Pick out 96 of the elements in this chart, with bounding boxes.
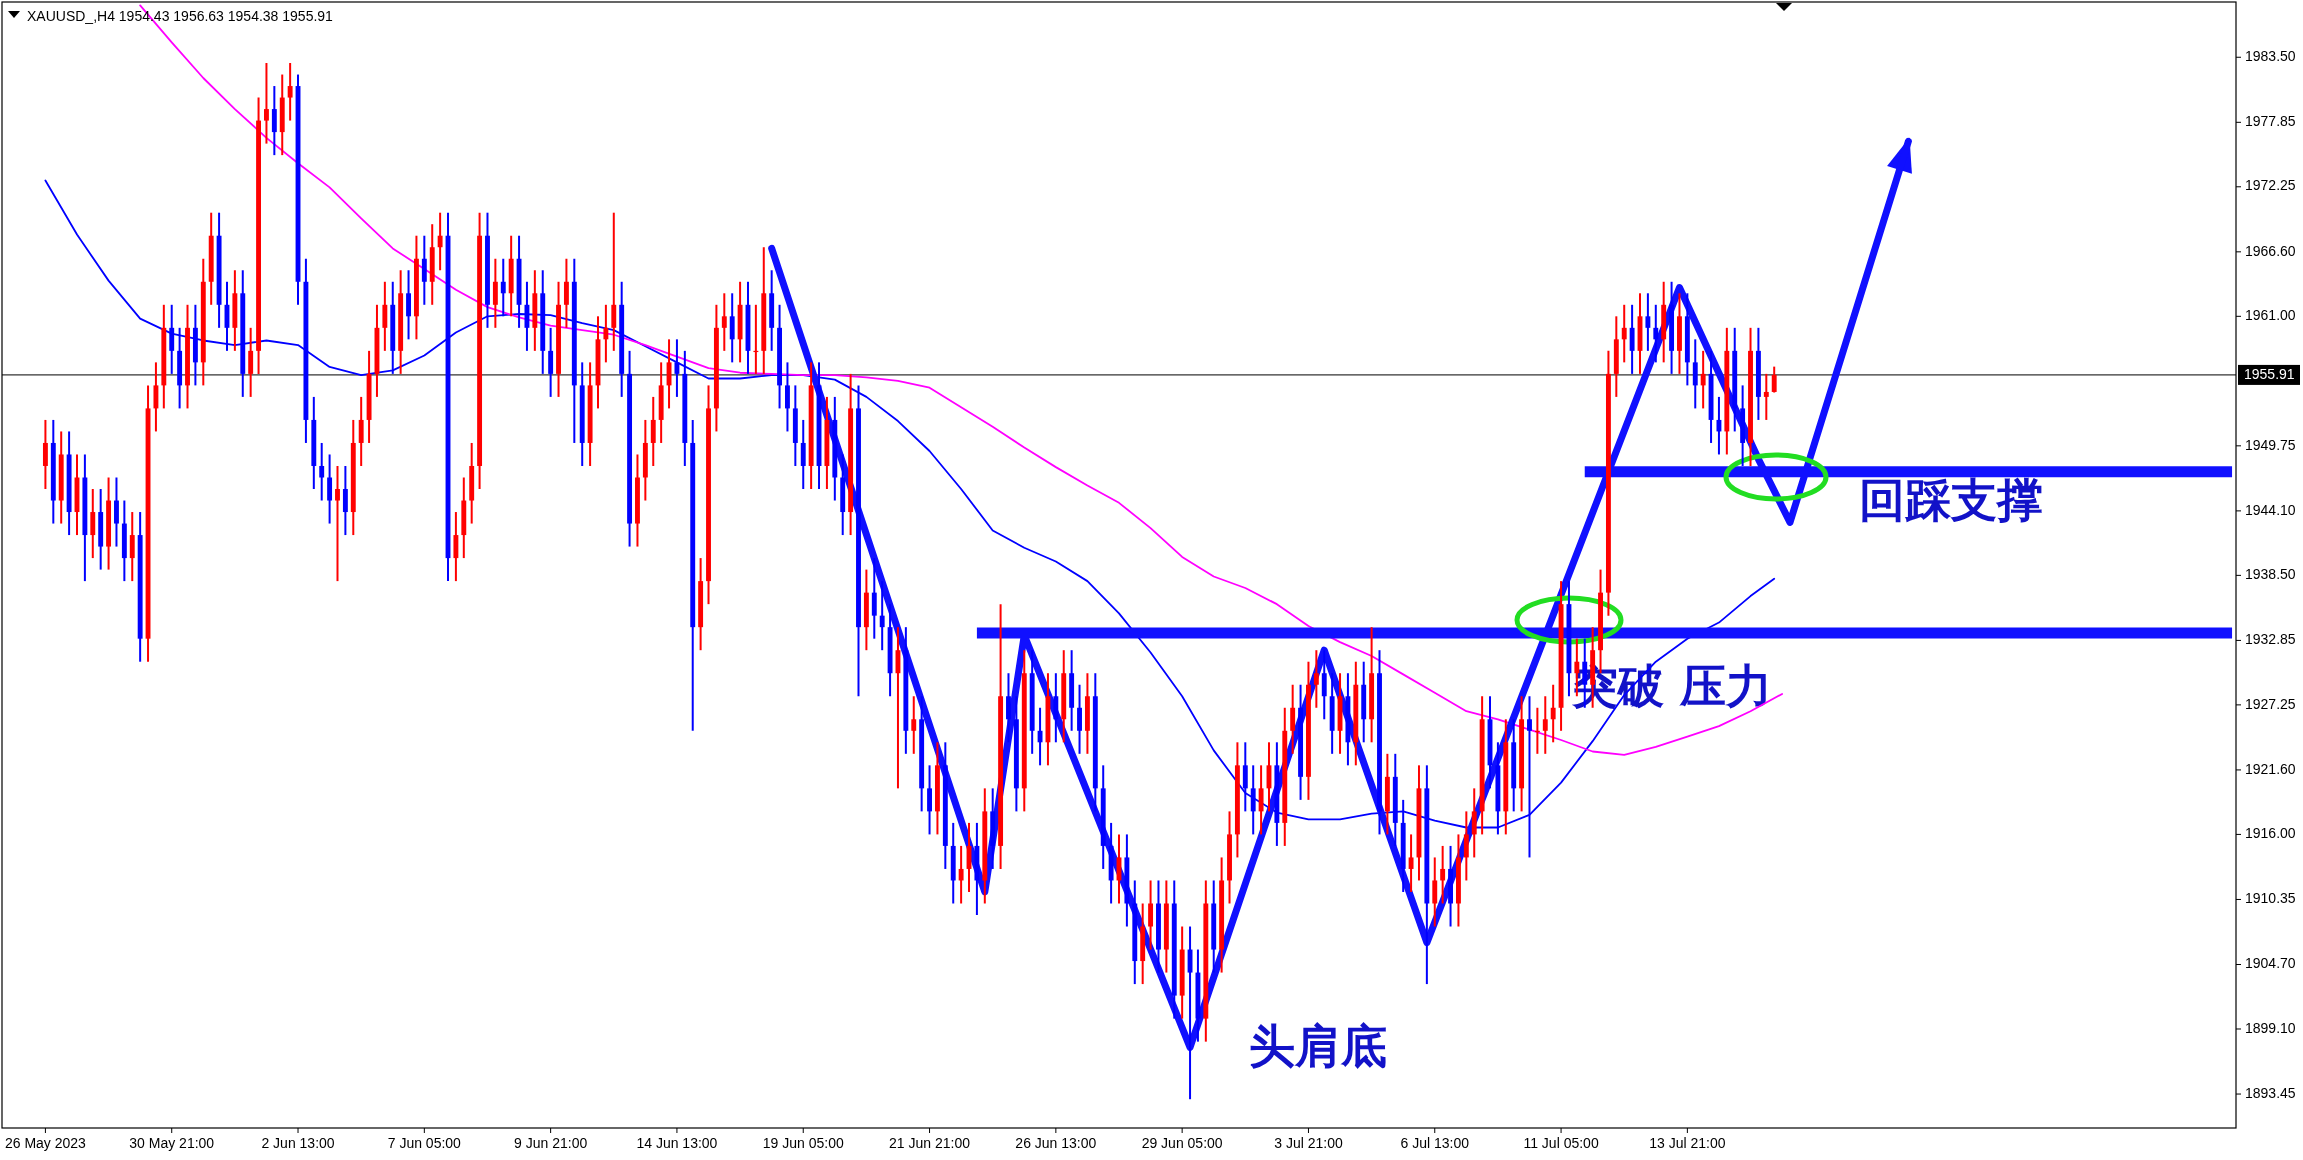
x-tick-label: 6 Jul 13:00 [1400,1135,1470,1151]
candlestick [1313,649,1319,709]
candlestick [1321,649,1327,721]
candlestick [879,580,885,652]
y-tick-label: 1927.25 [2245,695,2296,712]
candlestick [785,361,790,433]
candlestick [1053,672,1059,744]
candlestick [1077,683,1082,755]
candlestick [1550,683,1556,744]
candlestick [1290,683,1296,755]
annotation: 头肩底 [1249,1019,1387,1073]
candlestick [1692,338,1698,410]
candlestick [264,62,269,145]
x-tick-label: 11 Jul 05:00 [1523,1135,1599,1151]
x-tick-label: 7 Jun 05:00 [387,1135,462,1151]
candlestick [1037,706,1043,767]
candlestick [674,338,680,398]
candlestick [1621,303,1627,364]
candlestick [153,361,159,433]
y-tick-label: 1966.60 [2245,242,2296,259]
candlestick [129,511,135,583]
x-tick-label: 30 May 21:00 [129,1135,215,1151]
y-tick-label: 1944.10 [2245,501,2296,518]
y-tick-label: 1983.50 [2245,47,2296,64]
candlestick [1242,741,1248,813]
ref-line-label: 1955.91 [2244,365,2295,382]
candlestick [453,511,459,583]
candlestick [1408,833,1414,893]
y-tick-label: 1921.60 [2245,760,2296,777]
candlestick [421,234,427,306]
candlestick [611,211,617,352]
candlestick [650,395,656,467]
y-tick-label: 1949.75 [2245,436,2296,453]
candlestick [1700,349,1706,410]
x-tick-label: 21 Jun 21:00 [889,1135,971,1151]
candlestick [1716,395,1722,456]
candlestick [603,303,609,364]
candlestick [271,85,277,157]
candlestick [1542,695,1548,755]
candlestick [114,476,119,548]
x-tick-label: 3 Jul 21:00 [1274,1135,1343,1151]
y-tick-label: 1932.85 [2245,631,2296,648]
y-tick-label: 1972.25 [2245,177,2296,194]
candlestick [1440,844,1446,905]
annotation: 回踩支撑 [1859,473,2043,527]
y-tick-label: 1938.50 [2245,566,2296,583]
candlestick [721,292,727,352]
candlestick [382,280,388,352]
y-tick-label: 1916.00 [2245,825,2296,842]
candlestick [958,844,964,905]
y-tick-label: 1910.35 [2245,890,2296,907]
candlestick [563,257,569,329]
candlestick [90,488,96,560]
candlestick [1629,303,1635,375]
candlestick [1006,672,1011,744]
candlestick [1653,303,1659,364]
y-tick-label: 1977.85 [2245,113,2296,130]
x-tick-label: 19 Jun 05:00 [762,1135,844,1151]
candlestick [248,326,254,398]
candlestick [1771,365,1777,394]
candlestick [927,764,932,836]
candlestick [500,257,506,318]
y-tick-label: 1961.00 [2245,307,2296,324]
candlestick [1432,856,1438,928]
candlestick [327,453,333,525]
x-tick-label: 29 Jun 05:00 [1141,1135,1223,1151]
x-tick-label: 9 Jun 21:00 [514,1135,588,1151]
x-tick-label: 2 Jun 13:00 [261,1135,335,1151]
candlestick [548,326,554,398]
y-tick-label: 1899.10 [2245,1019,2296,1036]
candlestick [358,395,364,467]
x-tick-label: 14 Jun 13:00 [636,1135,718,1151]
candlestick [1471,787,1477,859]
y-tick-label: 1904.70 [2245,955,2296,972]
x-tick-label: 26 May 2023 [4,1135,87,1151]
candlestick [406,269,411,341]
candlestick [729,292,735,364]
y-tick-label: 1893.45 [2245,1084,2296,1101]
x-tick-label: 26 Jun 13:00 [1015,1135,1097,1151]
candlestick [42,418,48,491]
candlestick [335,464,340,583]
candlestick [1645,292,1651,352]
candlestick [319,441,325,502]
candlestick [1148,879,1154,951]
candlestick [492,257,498,329]
candlestick [287,62,293,122]
candlestick [169,303,175,375]
candlestick [871,557,877,640]
candlestick [1763,372,1769,421]
candlestick [1258,764,1264,836]
candlestick [342,464,348,537]
candlestick [1463,810,1469,882]
x-tick-label: 13 Jul 21:00 [1649,1135,1726,1151]
candlestick [911,695,917,755]
candlestick [437,211,443,272]
candlestick [800,418,806,491]
